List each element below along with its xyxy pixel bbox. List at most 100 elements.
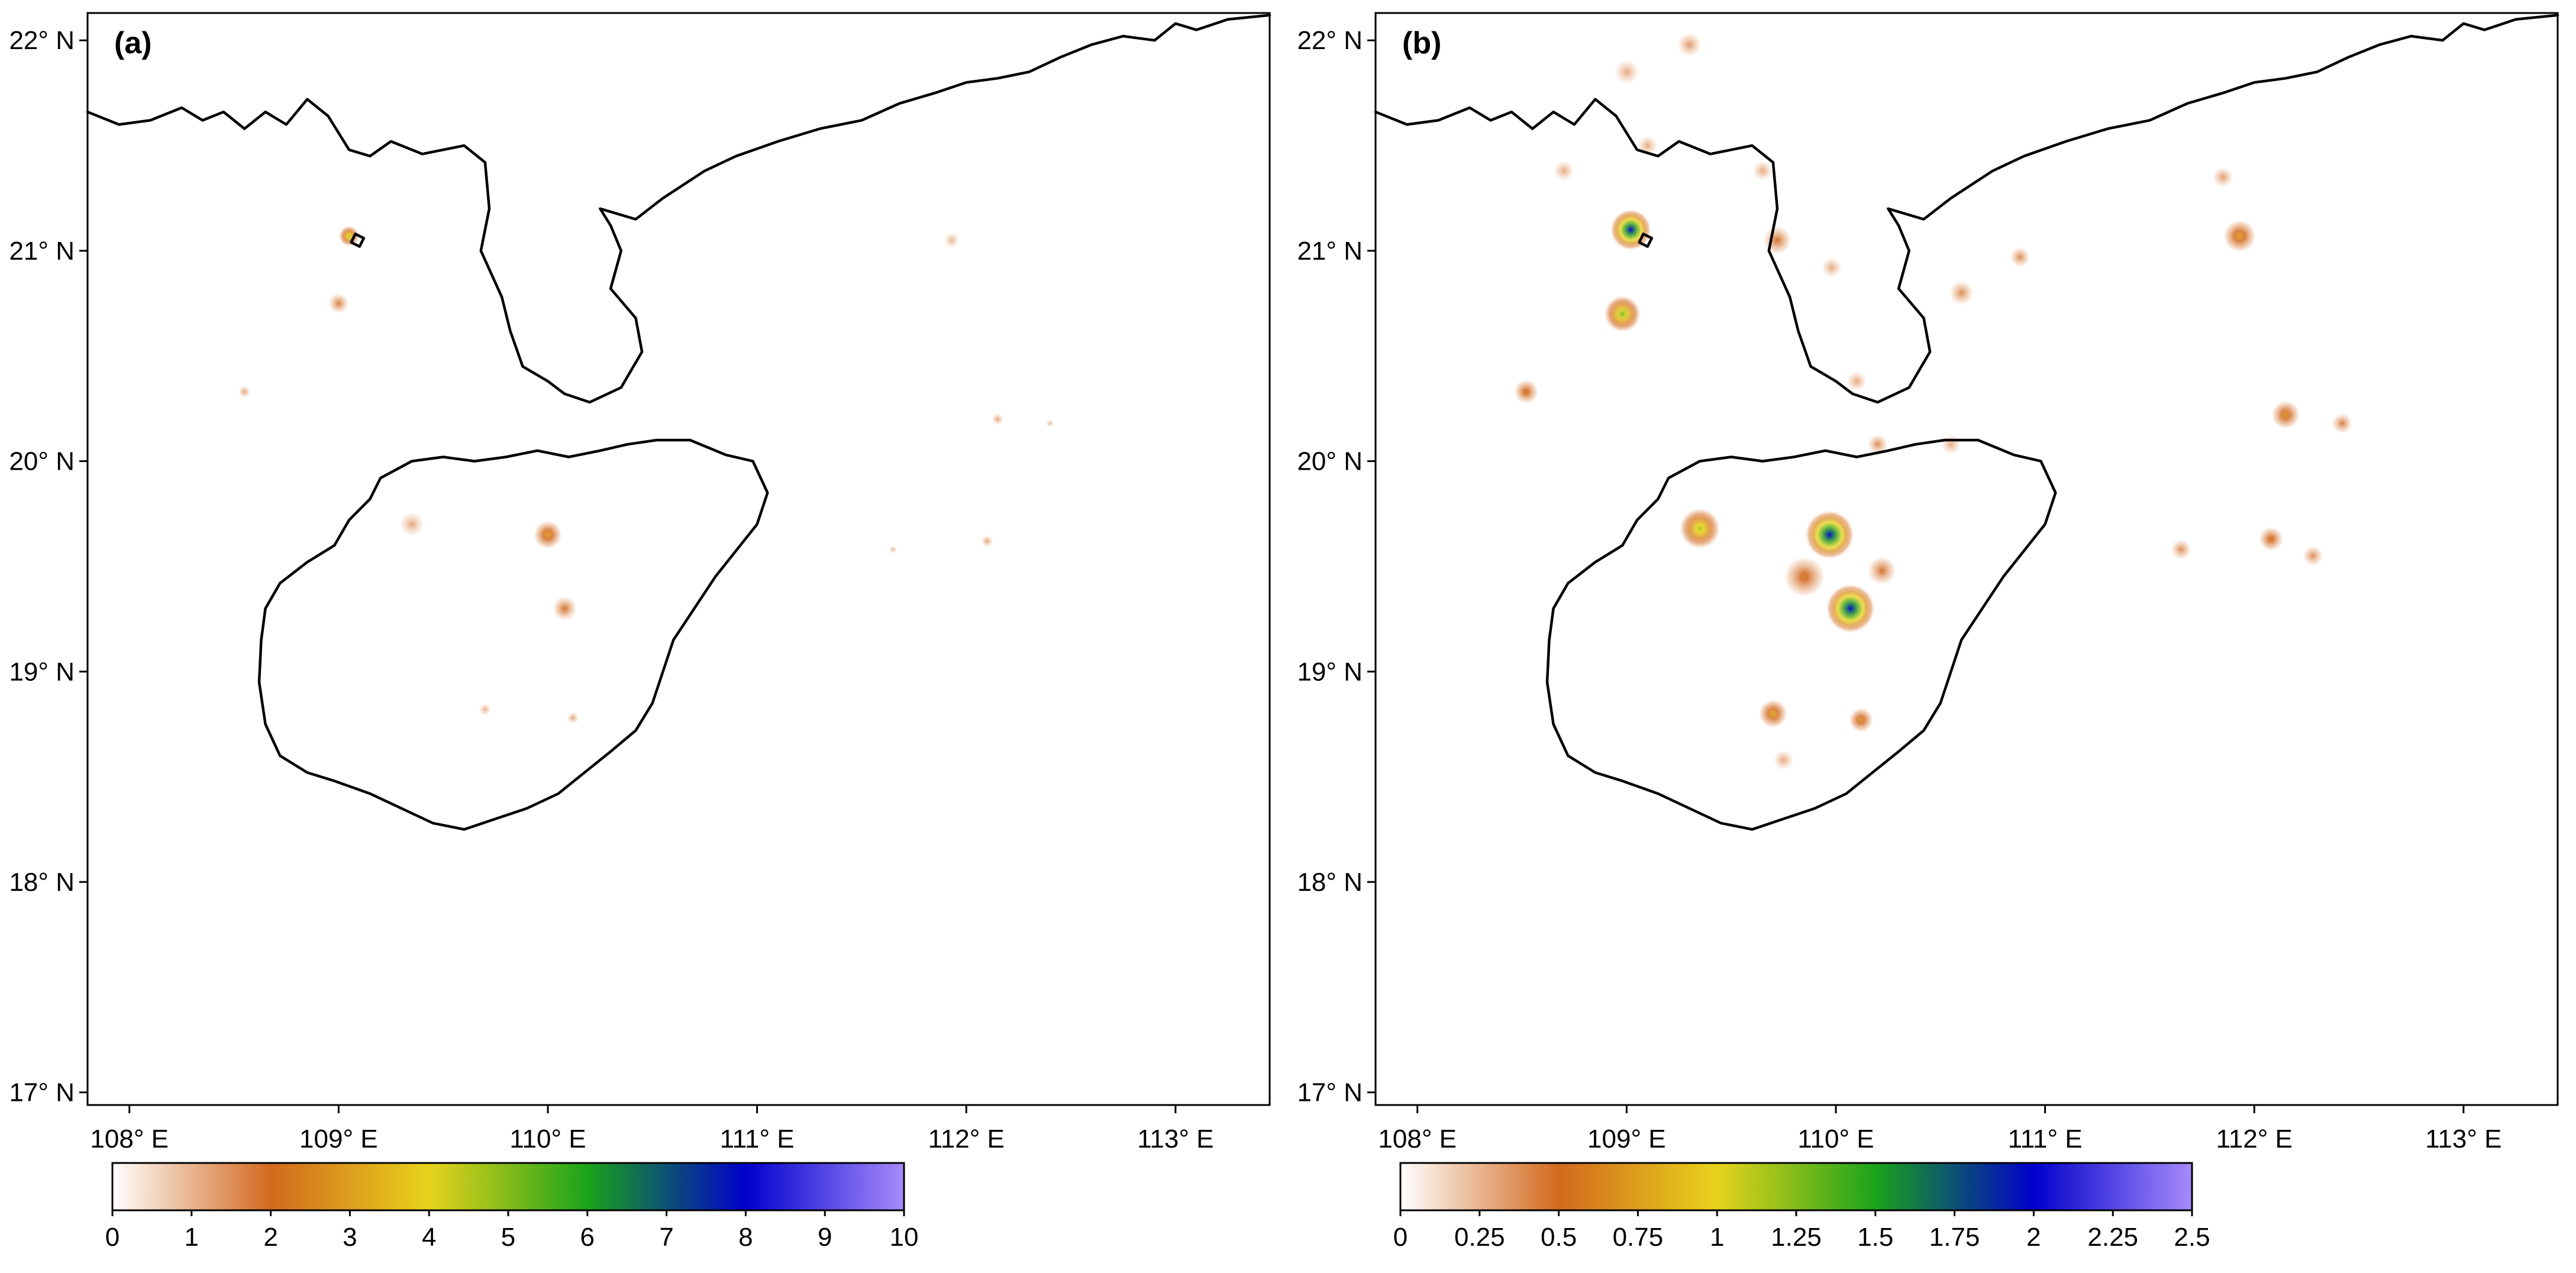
colorbar-tick-label: 6	[580, 1223, 595, 1252]
heat-hotspot	[1949, 280, 1974, 306]
colorbar-tick-label: 1.75	[1929, 1223, 1980, 1252]
heat-hotspot	[2223, 219, 2257, 253]
colorbar-tick-label: 2.25	[2087, 1223, 2138, 1252]
colorbar-tick-label: 0.5	[1541, 1223, 1577, 1252]
lon-tick-label: 108° E	[90, 1125, 169, 1154]
heat-hotspot	[552, 596, 577, 621]
colorbar-tick-label: 9	[818, 1223, 832, 1252]
colorbar: 0 1 2 3 4 5 6 7 8 9 10	[105, 1162, 919, 1252]
panel-a: (a) 22° N 21° N 20° N 19° N 18° N 17° N 108° E…	[9, 12, 1271, 1252]
lon-tick-label: 109° E	[1587, 1125, 1666, 1154]
panel-b: (b) 22° N 21° N 20° N 19° N 18° N 17° N 108° E…	[1288, 0, 2576, 1273]
heat-hotspot	[1867, 434, 1889, 455]
lat-tick-label: 17° N	[1297, 1078, 1363, 1107]
map-area	[86, 12, 1271, 1106]
lon-tick-label: 109° E	[299, 1125, 378, 1154]
coastline	[1374, 14, 2559, 831]
colorbar-tick-label: 0	[1393, 1223, 1408, 1252]
colorbar-tick-label: 7	[659, 1223, 673, 1252]
lon-tick-label: 112° E	[2216, 1125, 2293, 1154]
heat-layer	[1513, 32, 2353, 771]
coastline	[86, 14, 1271, 831]
heat-layer	[238, 225, 1054, 725]
colorbar-tick-label: 2.5	[2174, 1223, 2210, 1252]
colorbar-tick-label: 8	[738, 1223, 753, 1252]
colorbar-tick-label: 3	[343, 1223, 357, 1252]
heat-hotspot	[981, 535, 994, 548]
lon-tick-label: 113° E	[1137, 1125, 1213, 1154]
heat-hotspot	[1940, 434, 1962, 455]
heat-hotspot	[991, 412, 1004, 426]
panel-label: (b)	[1402, 26, 1441, 60]
colorbar-gradient	[1399, 1162, 2193, 1211]
lon-tick-label: 112° E	[928, 1125, 1005, 1154]
heat-hotspot	[2302, 545, 2323, 567]
heat-hotspot	[2332, 412, 2353, 434]
heat-hotspot	[1762, 225, 1792, 255]
colorbar-tick-label: 1.5	[1857, 1223, 1893, 1252]
lat-tick-label: 19° N	[9, 657, 75, 686]
colorbar-gradient	[111, 1162, 905, 1211]
heat-hotspot	[1783, 555, 1826, 598]
colorbar-tick-label: 10	[890, 1223, 919, 1252]
heat-hotspot	[2271, 400, 2301, 430]
heat-hotspot	[1553, 160, 1574, 182]
panel-label: (a)	[114, 26, 152, 60]
heat-hotspot	[1677, 32, 1702, 57]
heat-hotspot	[1603, 295, 1642, 333]
map-b: (b) 22° N 21° N 20° N 19° N 18° N 17° N 108° E…	[1297, 12, 2559, 1252]
colorbar-tick-label: 0.75	[1613, 1223, 1664, 1252]
heat-hotspot	[1752, 160, 1773, 182]
heat-hotspot	[2212, 166, 2233, 188]
heat-hotspot	[1678, 508, 1721, 550]
coastline-island	[1638, 232, 1654, 248]
heat-hotspot	[1045, 419, 1054, 428]
lon-tick-label: 108° E	[1378, 1125, 1457, 1154]
heat-hotspot	[1846, 370, 1867, 392]
heat-hotspot	[338, 225, 360, 247]
colorbar-tick-label: 4	[422, 1223, 436, 1252]
heat-hotspot	[1821, 257, 1842, 279]
colorbar-tick-label: 0.25	[1454, 1223, 1505, 1252]
heat-hotspot	[1758, 699, 1788, 729]
heat-hotspot	[399, 512, 425, 537]
heat-hotspot	[1614, 59, 1639, 85]
map-frame	[1374, 12, 2559, 1106]
colorbar-tick-label: 5	[501, 1223, 515, 1252]
heat-hotspot	[533, 520, 563, 550]
coastline-mainland	[1374, 14, 2559, 404]
lat-tick-label: 18° N	[9, 868, 75, 897]
heat-hotspot	[1805, 509, 1855, 560]
heat-hotspot	[2170, 539, 2192, 560]
lat-tick-label: 18° N	[1297, 868, 1363, 897]
lat-tick-label: 22° N	[9, 26, 75, 55]
colorbar-tick-label: 2	[2026, 1223, 2041, 1252]
heat-hotspot	[2258, 526, 2284, 552]
heat-hotspot	[566, 711, 580, 725]
heat-hotspot	[1848, 707, 1874, 733]
coastline-island	[350, 232, 366, 248]
heat-hotspot	[943, 232, 960, 249]
map-frame	[86, 12, 1271, 1106]
colorbar-tick-label: 1	[1710, 1223, 1724, 1252]
lat-tick-label: 22° N	[1297, 26, 1363, 55]
heat-hotspot	[1513, 379, 1539, 405]
lon-tick-label: 110° E	[509, 1125, 586, 1154]
heat-hotspot	[238, 385, 251, 398]
lat-tick-label: 21° N	[9, 237, 75, 266]
coastline-hainan	[257, 438, 769, 831]
coastline-hainan	[1545, 438, 2057, 831]
colorbar-tick-label: 1	[185, 1223, 199, 1252]
heat-hotspot	[328, 293, 350, 314]
lon-tick-label: 111° E	[2008, 1125, 2083, 1154]
heat-hotspot	[2009, 246, 2031, 268]
map-a: (a) 22° N 21° N 20° N 19° N 18° N 17° N 108° E…	[9, 12, 1271, 1252]
axes: 22° N 21° N 20° N 19° N 18° N 17° N 108° E 109°…	[9, 26, 1213, 1154]
colorbar-tick-label: 0	[105, 1223, 120, 1252]
map-area	[1374, 12, 2559, 1106]
lat-tick-label: 20° N	[1297, 447, 1363, 476]
heat-hotspot	[479, 703, 492, 716]
colorbar: 0 0.25 0.5 0.75 1 1.25 1.5 1.75 2 2.25 2.5	[1393, 1162, 2210, 1252]
lon-tick-label: 110° E	[1797, 1125, 1874, 1154]
heat-hotspot	[1867, 555, 1897, 586]
